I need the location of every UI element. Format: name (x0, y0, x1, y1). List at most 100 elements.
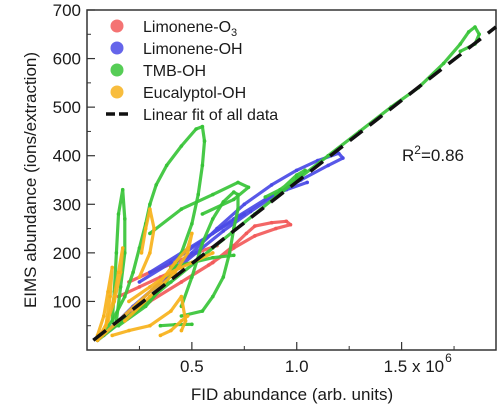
data-point (200, 124, 205, 129)
data-point (227, 251, 232, 255)
data-point (466, 30, 471, 34)
data-point (169, 270, 173, 275)
data-point (288, 222, 293, 227)
data-point (211, 255, 215, 260)
y-tick-label: 600 (53, 50, 81, 69)
data-point (211, 231, 215, 236)
data-point (441, 61, 446, 66)
data-point (269, 183, 274, 187)
data-point (242, 212, 247, 216)
data-point (196, 192, 200, 197)
data-point (278, 187, 282, 192)
data-point (110, 333, 114, 338)
data-point (118, 285, 123, 289)
r-squared-prefix: R (402, 146, 414, 165)
x-axis-label: FID abundance (arb. units) (191, 385, 393, 404)
data-point (269, 220, 274, 225)
data-point (114, 251, 119, 255)
data-point (190, 231, 194, 236)
data-point (179, 328, 184, 333)
data-point (284, 219, 289, 224)
data-point (200, 309, 205, 313)
data-point (148, 202, 152, 207)
legend-label: Eucalyptol-OH (143, 85, 246, 102)
data-point (104, 323, 108, 328)
data-point (152, 226, 156, 231)
legend-item-euc_oh: Eucalyptol-OH (110, 85, 246, 102)
data-point (236, 180, 240, 185)
data-point (110, 319, 114, 323)
y-tick-label: 100 (53, 292, 81, 311)
legend-label: Linear fit of all data (143, 107, 278, 124)
data-point (202, 139, 207, 143)
data-point (263, 195, 268, 199)
data-point (123, 319, 127, 323)
legend-item-lim_oh: Limonene-OH (110, 41, 243, 58)
data-point (274, 226, 278, 231)
data-point (137, 285, 142, 289)
series-trace (95, 265, 114, 337)
data-point (294, 175, 299, 180)
series-trace (263, 168, 307, 199)
data-point (244, 231, 249, 236)
x-tick-label: 1.5 x 10 (384, 357, 445, 376)
data-point (143, 226, 148, 231)
legend-item-tmb_oh: TMB-OH (110, 63, 206, 80)
data-point (179, 319, 184, 323)
data-point (108, 294, 112, 299)
data-point (158, 333, 163, 338)
data-point (211, 192, 215, 197)
legend-label: Limonene-O3 (143, 19, 237, 39)
data-point (179, 207, 184, 211)
data-point (242, 202, 247, 207)
data-point (185, 251, 190, 255)
data-point (116, 212, 121, 216)
data-point (246, 185, 251, 190)
data-point (148, 207, 152, 211)
legend-label: TMB-OH (143, 63, 206, 80)
series-trace (148, 212, 246, 274)
y-tick-label: 400 (53, 147, 81, 166)
data-point (232, 253, 236, 258)
data-point (148, 231, 152, 236)
data-point (118, 270, 123, 275)
data-point (211, 260, 215, 265)
data-point (221, 229, 226, 233)
data-point (112, 299, 117, 304)
series-trace (158, 314, 190, 337)
data-point (148, 285, 152, 289)
y-tick-label: 500 (53, 98, 81, 117)
data-point (127, 328, 131, 333)
data-point (154, 183, 158, 187)
y-axis-label: EIMS abundance (ions/extraction) (21, 52, 40, 308)
data-point (143, 304, 148, 309)
data-point (137, 246, 142, 250)
data-point (294, 173, 299, 177)
data-point (236, 207, 240, 211)
linear-fit-line (92, 25, 498, 342)
data-point (131, 270, 135, 275)
data-point (179, 144, 184, 148)
data-point (164, 163, 169, 168)
data-point (148, 270, 152, 275)
data-point (458, 42, 463, 46)
data-point (110, 265, 114, 270)
data-point (148, 294, 152, 299)
series-trace (95, 125, 207, 342)
data-point (336, 151, 341, 156)
data-point (127, 299, 131, 304)
data-point (190, 221, 194, 226)
data-point (169, 328, 173, 333)
data-point (179, 280, 184, 284)
data-point (458, 49, 463, 54)
data-point (200, 212, 205, 216)
data-point (326, 153, 331, 158)
legend: Limonene-O3 Limonene-OH TMB-OH Eucalyptol-O… (106, 19, 278, 124)
x-tick-label: 1.0 (285, 357, 309, 376)
x-tick-exponent: 6 (445, 351, 452, 365)
data-point (194, 127, 198, 131)
x-tick-label: 0.5 (180, 357, 204, 376)
data-point (211, 217, 215, 221)
data-point (305, 180, 310, 185)
data-point (200, 163, 205, 168)
